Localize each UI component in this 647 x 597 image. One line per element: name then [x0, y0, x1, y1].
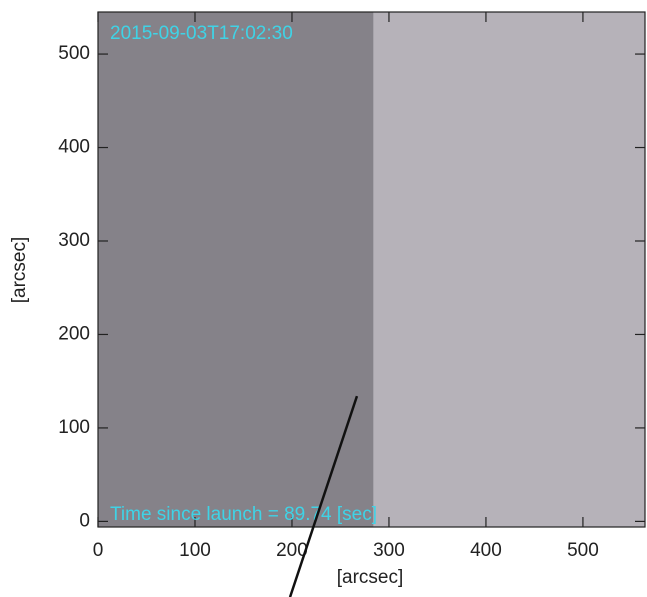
x-tick-label: 100 — [179, 540, 211, 561]
chart: [arcsec] [arcsec] 0 100 200 300 400 500 0 100 20… — [0, 0, 647, 597]
y-axis-label: [arcsec] — [9, 237, 30, 304]
image-region — [98, 12, 373, 527]
x-tick-label: 400 — [470, 540, 502, 561]
x-axis-label: [arcsec] — [337, 567, 404, 588]
page: [arcsec] [arcsec] 0 100 200 300 400 500 0 100 20… — [0, 0, 647, 597]
x-tick-label: 300 — [373, 540, 405, 561]
y-tick-label: 0 — [79, 510, 90, 531]
image-region — [373, 12, 645, 527]
launch-time: Time since launch = 89.74 [sec] — [110, 504, 377, 525]
timestamp: 2015-09-03T17:02:30 — [110, 23, 293, 44]
x-tick-label: 0 — [93, 540, 104, 561]
y-tick-label: 200 — [58, 323, 90, 344]
y-tick-label: 100 — [58, 417, 90, 438]
y-tick-label: 400 — [58, 137, 90, 158]
y-tick-label: 300 — [58, 230, 90, 251]
y-tick-label: 500 — [58, 43, 90, 64]
x-tick-label: 500 — [567, 540, 599, 561]
